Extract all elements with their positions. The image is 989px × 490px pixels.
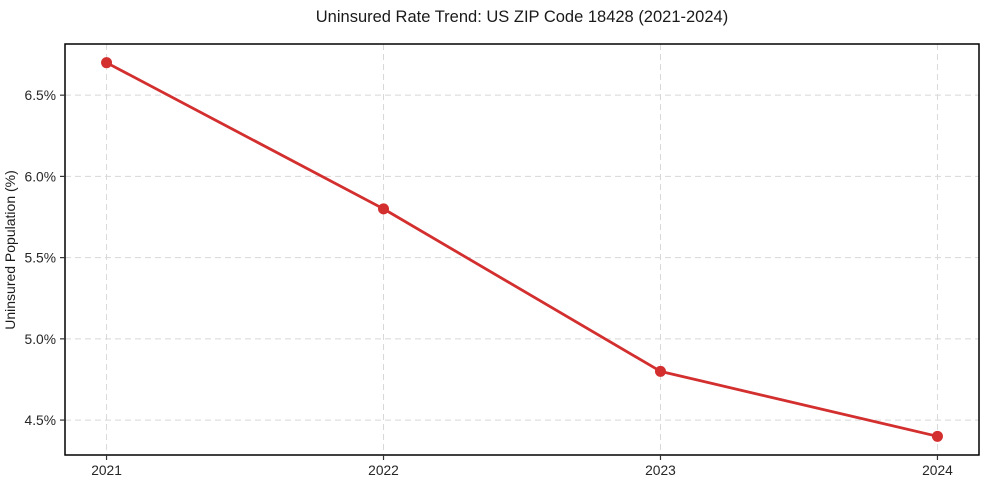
x-tick-label: 2023 xyxy=(645,463,676,478)
y-tick-label: 5.5% xyxy=(25,251,56,266)
trend-line xyxy=(105,61,939,438)
y-axis-label: Uninsured Population (%) xyxy=(2,170,18,330)
data-point xyxy=(654,365,666,377)
trend-line-series xyxy=(101,57,943,442)
x-tick-label: 2022 xyxy=(368,463,399,478)
chart-title: Uninsured Rate Trend: US ZIP Code 18428 … xyxy=(316,8,728,26)
x-tick-label: 2024 xyxy=(922,463,953,478)
y-tick-label: 6.5% xyxy=(25,88,56,103)
x-tick-label: 2021 xyxy=(91,463,122,478)
axes: 4.5% 5.0% 5.5% 6.0% 6.5% 2021 2022 2023 2024 xyxy=(25,43,980,478)
y-tick-label: 6.0% xyxy=(25,169,56,184)
data-point xyxy=(101,57,113,69)
gridlines xyxy=(65,44,979,455)
y-tick-label: 5.0% xyxy=(25,332,56,347)
plot-frame xyxy=(64,43,980,456)
data-point xyxy=(931,430,943,442)
y-tick-label: 4.5% xyxy=(25,413,56,428)
data-point xyxy=(378,203,390,215)
